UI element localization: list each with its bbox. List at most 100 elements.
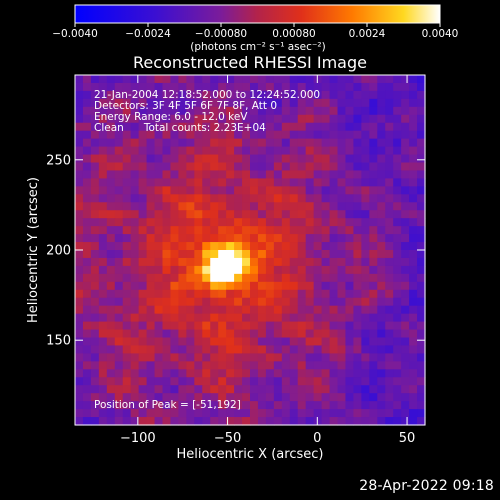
heatmap-cell bbox=[409, 313, 418, 323]
heatmap-cell bbox=[369, 353, 378, 362]
heatmap-cell bbox=[385, 202, 394, 211]
heatmap-cell bbox=[202, 250, 211, 259]
heatmap-cell bbox=[337, 353, 347, 362]
heatmap-cell bbox=[385, 329, 394, 339]
heatmap-cell bbox=[122, 218, 132, 227]
heatmap-cell bbox=[337, 242, 347, 251]
heatmap-cell bbox=[234, 305, 243, 315]
heatmap-cell bbox=[289, 265, 299, 275]
heatmap-cell bbox=[162, 194, 172, 203]
heatmap-cell bbox=[242, 162, 251, 172]
heatmap-cell bbox=[250, 242, 259, 251]
heatmap-cell bbox=[178, 321, 187, 331]
heatmap-cell bbox=[170, 162, 179, 172]
heatmap-cell bbox=[130, 98, 140, 108]
heatmap-cell bbox=[273, 226, 283, 235]
heatmap-cell bbox=[305, 146, 315, 156]
heatmap-cell bbox=[417, 186, 426, 195]
heatmap-cell bbox=[250, 202, 259, 211]
heatmap-cell bbox=[210, 361, 219, 370]
heatmap-cell bbox=[226, 281, 235, 291]
heatmap-cell bbox=[409, 234, 418, 243]
heatmap-cell bbox=[138, 210, 148, 219]
heatmap-cell bbox=[393, 297, 402, 307]
heatmap-cell bbox=[273, 130, 283, 140]
heatmap-cell bbox=[178, 265, 187, 275]
heatmap-cell bbox=[106, 257, 116, 267]
heatmap-cell bbox=[98, 226, 108, 235]
heatmap-cell bbox=[90, 297, 100, 307]
heatmap-cell bbox=[82, 218, 92, 227]
heatmap-cell bbox=[329, 226, 339, 235]
heatmap-cell bbox=[194, 353, 203, 362]
heatmap-cell bbox=[417, 409, 426, 418]
heatmap-cell bbox=[234, 162, 243, 172]
heatmap-cell bbox=[297, 321, 307, 331]
heatmap-cell bbox=[417, 393, 426, 402]
heatmap-cell bbox=[281, 178, 291, 187]
heatmap-cell bbox=[106, 154, 116, 164]
heatmap-cell bbox=[401, 218, 410, 227]
heatmap-cell bbox=[409, 186, 418, 195]
heatmap-cell bbox=[202, 393, 211, 402]
heatmap-cell bbox=[250, 265, 259, 275]
heatmap-cell bbox=[75, 377, 84, 386]
heatmap-cell bbox=[305, 130, 315, 140]
chart-title: Reconstructed RHESSI Image bbox=[133, 53, 367, 72]
heatmap-cell bbox=[393, 154, 402, 164]
heatmap-cell bbox=[329, 75, 339, 84]
heatmap-cell bbox=[417, 178, 426, 187]
heatmap-cell bbox=[329, 122, 339, 132]
heatmap-cell bbox=[210, 250, 219, 259]
heatmap-cell bbox=[178, 202, 187, 211]
heatmap-cell bbox=[417, 154, 426, 164]
heatmap-cell bbox=[353, 361, 362, 370]
heatmap-cell bbox=[154, 226, 164, 235]
heatmap-cell bbox=[218, 297, 227, 307]
heatmap-cell bbox=[202, 154, 211, 164]
heatmap-cell bbox=[138, 385, 148, 394]
heatmap-cell bbox=[289, 106, 299, 116]
heatmap-cell bbox=[273, 242, 283, 251]
heatmap-cell bbox=[281, 138, 291, 148]
heatmap-cell bbox=[385, 122, 394, 132]
heatmap-cell bbox=[321, 353, 331, 362]
heatmap-cell bbox=[178, 170, 187, 179]
heatmap-cell bbox=[122, 417, 132, 426]
heatmap-cell bbox=[194, 377, 203, 386]
heatmap-cell bbox=[401, 122, 410, 132]
heatmap-cell bbox=[257, 122, 267, 132]
heatmap-cell bbox=[250, 377, 259, 386]
heatmap-cell bbox=[297, 138, 307, 148]
heatmap-cell bbox=[281, 242, 291, 251]
heatmap-cell bbox=[401, 281, 410, 291]
heatmap-cell bbox=[218, 409, 227, 418]
heatmap-cell bbox=[273, 401, 283, 410]
heatmap-cell bbox=[106, 146, 116, 156]
heatmap-cell bbox=[162, 257, 172, 267]
heatmap-cell bbox=[210, 242, 219, 251]
heatmap-cell bbox=[130, 114, 140, 124]
heatmap-cell bbox=[226, 329, 235, 339]
heatmap-cell bbox=[313, 401, 323, 410]
heatmap-cell bbox=[361, 377, 370, 386]
heatmap-cell bbox=[170, 250, 179, 259]
heatmap-cell bbox=[401, 345, 410, 354]
heatmap-cell bbox=[289, 329, 299, 339]
heatmap-cell bbox=[297, 305, 307, 315]
heatmap-cell bbox=[178, 353, 187, 362]
heatmap-cell bbox=[361, 106, 370, 116]
heatmap-cell bbox=[106, 226, 116, 235]
heatmap-cell bbox=[281, 265, 291, 275]
colorbar bbox=[74, 4, 441, 24]
heatmap-cell bbox=[345, 82, 354, 92]
heatmap-cell bbox=[178, 377, 187, 386]
heatmap-cell bbox=[401, 265, 410, 275]
heatmap-cell bbox=[154, 218, 164, 227]
heatmap-cell bbox=[401, 369, 410, 378]
heatmap-cell bbox=[385, 75, 394, 84]
heatmap-cell bbox=[417, 250, 426, 259]
heatmap-cell bbox=[226, 242, 235, 251]
heatmap-cell bbox=[337, 257, 347, 267]
heatmap-cell bbox=[194, 401, 203, 410]
